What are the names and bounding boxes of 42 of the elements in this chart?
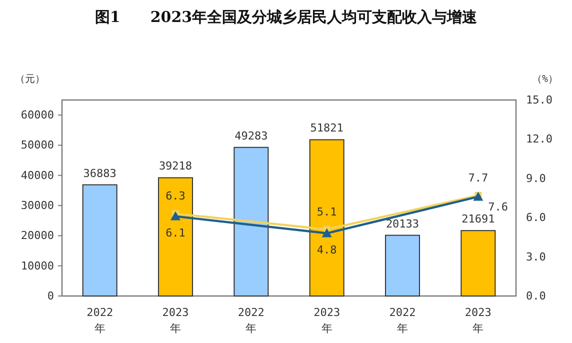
data-label: 5.1	[316, 205, 337, 218]
x-tick-label: 2023年	[464, 306, 492, 335]
y-axis-title: （元）	[15, 74, 45, 85]
y2-tick-label: 9.0	[526, 172, 546, 185]
bar	[234, 146, 269, 296]
y2-tick-label: 15.0	[526, 94, 552, 106]
data-label: 21691	[462, 212, 495, 226]
data-label: 7.7	[468, 171, 488, 184]
point	[170, 211, 180, 220]
y2-tick-label: 12.0	[526, 132, 552, 146]
y-tick-label: 10000	[20, 259, 54, 272]
data-label: 39218	[158, 160, 192, 173]
bar	[82, 184, 118, 296]
bar	[158, 177, 193, 296]
bar	[309, 139, 344, 296]
bar	[385, 234, 420, 296]
bar	[460, 230, 496, 296]
x-tick-label: 2022年	[389, 306, 416, 335]
data-label: 51821	[310, 122, 344, 135]
data-label: 36883	[83, 166, 116, 180]
x-tick-label: 2023年	[314, 306, 340, 335]
data-label: 49283	[234, 129, 268, 142]
y2-tick-label: 6.0	[526, 211, 546, 224]
y-tick-label: 40000	[20, 168, 54, 182]
x-tick-label: 2022年	[238, 306, 264, 335]
y-tick-label: 20000	[20, 229, 54, 242]
y2-tick-label: 0.0	[526, 290, 546, 302]
y2-tick-label: 3.0	[526, 250, 546, 264]
x-tick-label: 2022年	[86, 306, 114, 335]
x-tick-label: 2023年	[162, 306, 189, 335]
point	[322, 228, 332, 238]
y-tick-label: 0	[47, 290, 54, 302]
data-label: 6.3	[166, 190, 186, 203]
chart-title: 图1 2023年全国及分城乡居民人均可支配收入与增速	[94, 8, 478, 26]
data-label: 4.8	[316, 243, 337, 256]
y2-axis-title: （%）	[532, 74, 558, 85]
y-tick-label: 50000	[20, 138, 54, 152]
data-label: 7.6	[488, 200, 508, 214]
y-tick-label: 30000	[20, 199, 54, 212]
data-label: 20133	[386, 217, 420, 230]
y-tick-label: 60000	[20, 108, 54, 122]
data-label: 6.1	[166, 226, 186, 240]
